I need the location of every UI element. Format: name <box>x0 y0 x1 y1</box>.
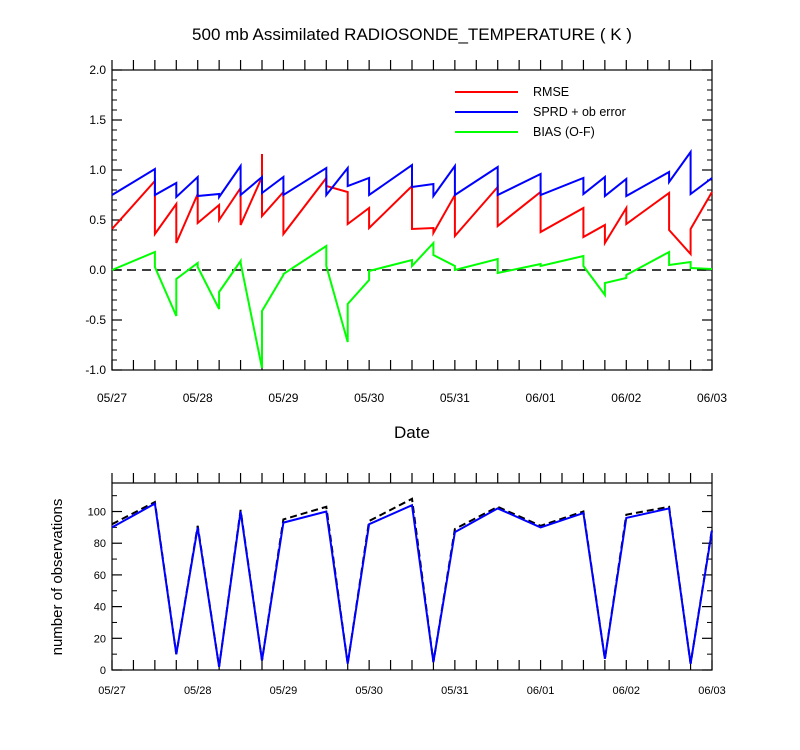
top-x-tick-label: 05/30 <box>354 391 384 405</box>
top-x-tick-label: 05/27 <box>97 391 127 405</box>
top-x-tick-label: 05/29 <box>268 391 298 405</box>
top-y-tick-label: 0.0 <box>89 263 106 277</box>
legend-label-bias: BIAS (O-F) <box>533 125 595 139</box>
bottom-x-tick-label: 05/29 <box>270 685 298 697</box>
bottom-x-tick-label: 06/01 <box>527 685 555 697</box>
bottom-x-tick-label: 05/31 <box>441 685 469 697</box>
bias-line <box>111 240 713 369</box>
top-y-tick-label: 1.5 <box>89 113 106 127</box>
top-x-tick-label: 06/03 <box>697 391 727 405</box>
bottom-y-tick-label: 60 <box>94 570 106 582</box>
chart-title: 500 mb Assimilated RADIOSONDE_TEMPERATUR… <box>192 25 632 44</box>
sprd-line <box>111 148 713 201</box>
top-x-tick-label: 05/31 <box>440 391 470 405</box>
bottom-x-tick-label: 06/02 <box>613 685 641 697</box>
legend-label-rmse: RMSE <box>533 85 569 99</box>
legend-label-sprd: SPRD + ob error <box>533 105 626 119</box>
bottom-y-tick-label: 80 <box>94 538 106 550</box>
bottom-x-tick-label: 05/30 <box>355 685 383 697</box>
bottom-x-tick-label: 05/27 <box>98 685 126 697</box>
top-y-tick-label: 2.0 <box>89 63 106 77</box>
rmse-line <box>111 154 713 257</box>
bottom-plot-area: 05/27 05/28 05/29 05/30 05/31 06/01 06/02 06/03… <box>88 473 726 697</box>
top-y-tick-label: 0.5 <box>89 213 106 227</box>
bottom-y-axis-label: number of observations <box>49 499 66 656</box>
top-y-tick-label: -0.5 <box>85 313 106 327</box>
top-x-tick-label: 06/02 <box>611 391 641 405</box>
top-x-axis-label: Date <box>394 423 430 442</box>
bottom-x-tick-label: 05/28 <box>184 685 212 697</box>
bottom-y-tick-label: 0 <box>100 665 106 677</box>
legend: RMSE SPRD + ob error BIAS (O-F) <box>455 85 626 139</box>
bottom-y-tick-label: 100 <box>88 507 106 519</box>
bottom-x-tick-label: 06/03 <box>698 685 726 697</box>
top-y-tick-label: 1.0 <box>89 163 106 177</box>
top-x-tick-label: 06/01 <box>526 391 556 405</box>
bottom-y-tick-label: 40 <box>94 602 106 614</box>
obs-possible-line <box>111 497 713 667</box>
top-y-tick-label: -1.0 <box>85 363 106 377</box>
top-plot-area: 05/27 05/28 05/29 05/30 05/31 06/01 06/02 06/03… <box>85 60 727 405</box>
bottom-y-tick-label: 20 <box>94 633 106 645</box>
top-x-tick-label: 05/28 <box>183 391 213 405</box>
obs-used-line <box>111 502 713 667</box>
